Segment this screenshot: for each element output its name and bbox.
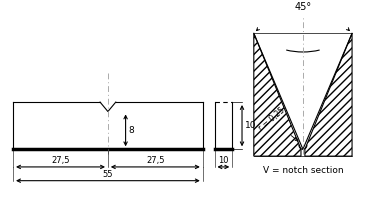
Polygon shape bbox=[305, 33, 352, 156]
Text: r = 0,25: r = 0,25 bbox=[257, 106, 298, 141]
Text: 10: 10 bbox=[245, 121, 257, 130]
Text: 45°: 45° bbox=[294, 2, 312, 12]
Text: 10: 10 bbox=[218, 156, 229, 165]
Text: 27,5: 27,5 bbox=[51, 156, 70, 165]
Text: 8: 8 bbox=[129, 126, 134, 135]
Text: 27,5: 27,5 bbox=[146, 156, 165, 165]
Text: V = notch section: V = notch section bbox=[263, 166, 343, 175]
Text: 55: 55 bbox=[102, 170, 113, 179]
Polygon shape bbox=[254, 33, 301, 156]
